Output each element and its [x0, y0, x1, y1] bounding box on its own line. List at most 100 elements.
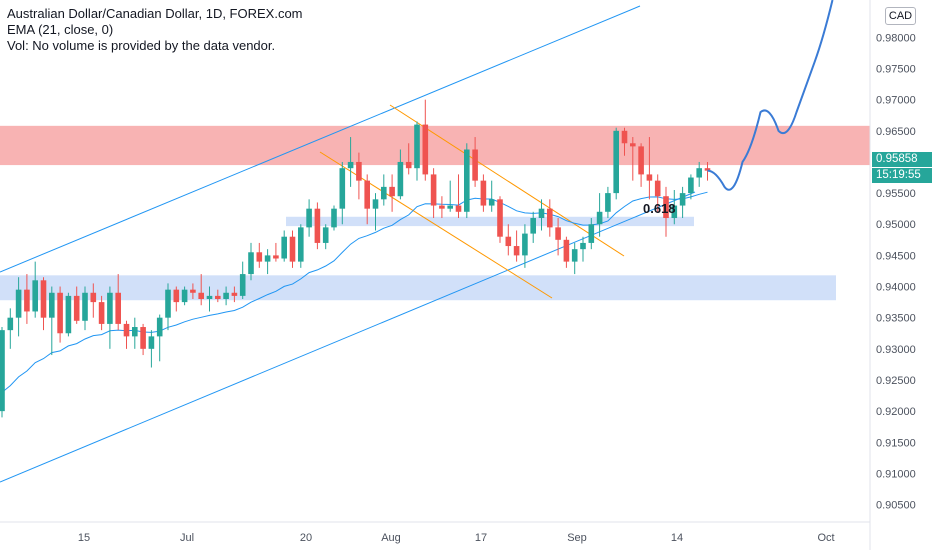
candle	[281, 230, 287, 262]
candle	[522, 224, 528, 268]
x-tick-label: 14	[671, 532, 683, 544]
legend-vol: Vol: No volume is provided by the data v…	[7, 38, 276, 53]
candle	[82, 286, 88, 331]
candle	[596, 193, 603, 237]
candle	[73, 286, 80, 324]
candle	[547, 199, 553, 237]
candle-body	[439, 205, 445, 209]
candle	[356, 152, 362, 200]
candle-body	[571, 249, 578, 262]
candle	[322, 224, 329, 250]
candle	[538, 199, 545, 231]
candle	[688, 174, 694, 200]
candle-body	[580, 242, 586, 250]
candle-body	[530, 218, 536, 234]
candle-body	[115, 292, 121, 324]
candle-body	[156, 317, 163, 337]
candle-body	[256, 252, 263, 262]
candle	[430, 168, 437, 219]
candle	[439, 196, 445, 219]
candle-body	[497, 199, 503, 237]
candle	[181, 286, 188, 306]
candle-body	[198, 292, 204, 299]
candle-body	[273, 255, 279, 259]
down-channel-upper	[389, 104, 625, 257]
candle-body	[264, 255, 271, 262]
candle-body	[621, 130, 628, 144]
candle	[671, 189, 678, 225]
candle-body	[389, 186, 395, 197]
candle	[505, 224, 512, 256]
legend-title: Australian Dollar/Canadian Dollar, 1D, F…	[7, 6, 303, 21]
candle	[90, 283, 97, 318]
candle	[555, 218, 561, 256]
y-tick-label: 0.90500	[876, 500, 916, 512]
candle	[32, 261, 38, 318]
candle-body	[239, 274, 246, 296]
candle	[49, 286, 55, 356]
candle-body	[289, 236, 296, 262]
candle	[654, 174, 661, 212]
candle-body	[298, 227, 304, 262]
candle	[298, 224, 304, 268]
y-tick-label: 0.94000	[876, 282, 916, 294]
candle	[7, 308, 14, 349]
legend-ema: EMA (21, close, 0)	[7, 22, 114, 37]
candle-body	[165, 289, 171, 318]
candle-body	[422, 124, 429, 175]
candle	[306, 199, 312, 237]
candle-body	[148, 336, 155, 349]
candle	[339, 161, 346, 225]
candle-body	[107, 292, 113, 324]
candle-body	[480, 180, 487, 206]
candle-body	[98, 302, 105, 324]
candle	[15, 277, 22, 337]
candle	[190, 283, 196, 299]
candle-body	[40, 280, 47, 318]
zone-fib-0.618	[286, 216, 694, 227]
projection-curve	[707, 0, 834, 191]
candle-body	[248, 252, 254, 275]
candle	[630, 137, 636, 181]
candle	[156, 314, 163, 362]
y-tick-label: 0.95000	[876, 219, 916, 231]
candle-body	[181, 289, 188, 303]
candle-body	[49, 292, 55, 318]
candle	[488, 180, 495, 212]
candle-body	[7, 317, 14, 331]
candle-body	[522, 233, 528, 256]
candle	[613, 127, 619, 200]
candle	[206, 286, 213, 312]
y-tick-label: 0.96500	[876, 126, 916, 138]
x-tick-label: Aug	[381, 532, 401, 544]
candle-body	[140, 327, 146, 349]
candle-body	[339, 168, 346, 209]
candle-body	[704, 168, 711, 171]
candle-body	[65, 295, 72, 334]
candle	[231, 286, 238, 303]
candle	[264, 249, 271, 275]
candle-body	[513, 246, 520, 256]
projection-path	[707, 0, 834, 191]
candle	[381, 174, 387, 206]
candle	[372, 193, 379, 231]
x-tick-label: 15	[78, 532, 90, 544]
candle-body	[654, 180, 661, 197]
candle	[173, 286, 180, 312]
candle	[571, 242, 578, 275]
candle	[140, 323, 146, 356]
candle-body	[605, 193, 611, 212]
candle-body	[381, 186, 387, 200]
candle	[563, 236, 570, 268]
candle-body	[646, 174, 653, 181]
candle	[331, 205, 337, 231]
candle-body	[679, 193, 686, 206]
candle	[248, 242, 254, 281]
candle-body	[123, 323, 130, 337]
candle-body	[414, 124, 420, 169]
currency-badge[interactable]: CAD	[885, 7, 916, 25]
candle	[273, 242, 279, 262]
candle	[464, 143, 470, 219]
